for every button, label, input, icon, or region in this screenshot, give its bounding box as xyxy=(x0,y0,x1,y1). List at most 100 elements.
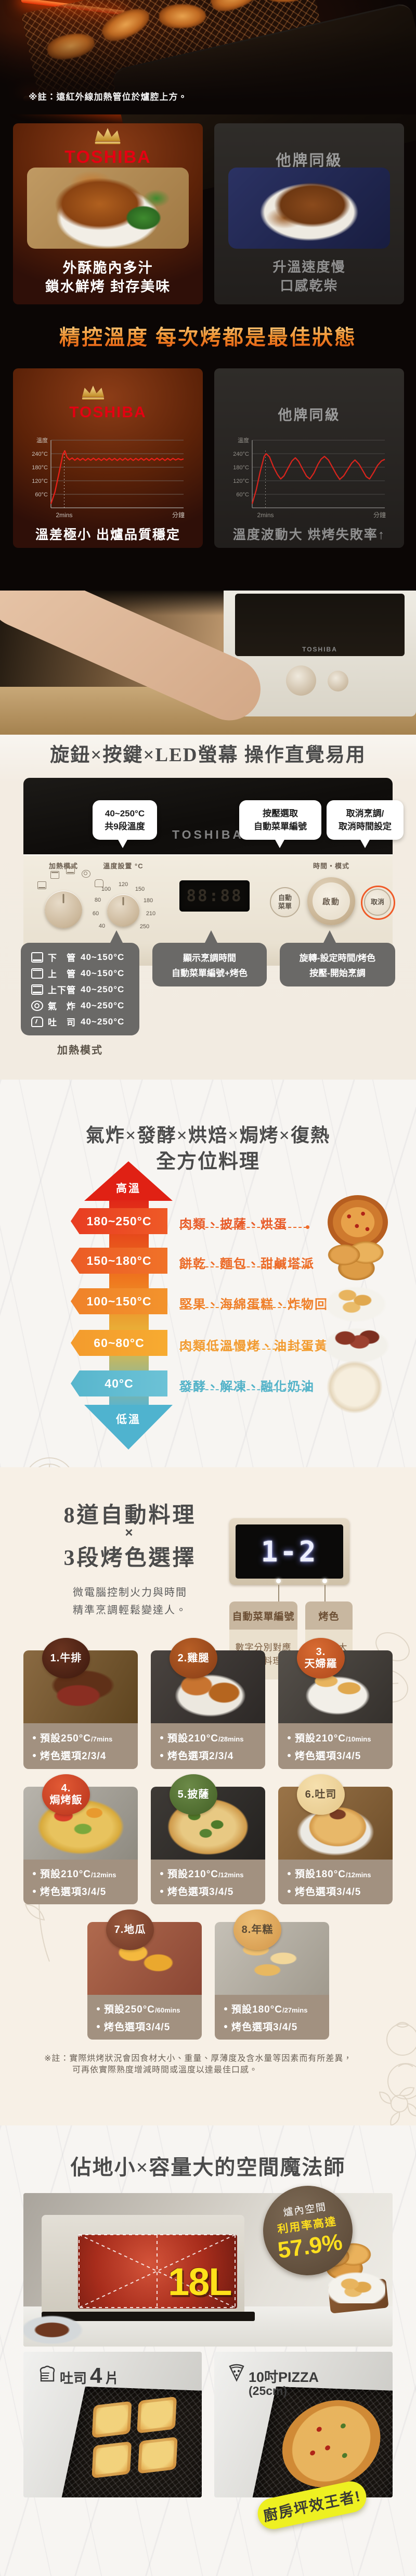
option-row: 烤色選項 3/4/5 xyxy=(224,2019,297,2033)
toast-slice xyxy=(92,2441,132,2479)
preset-row: 預設210°C/12mins xyxy=(160,1866,243,1880)
opt-values: 3/4/5 xyxy=(209,1887,234,1898)
section-auto-menus: 8道自動料理 × 3段烤色選擇 微電腦控制火力與時間 精準烹調輕鬆變達人。 1-… xyxy=(0,1467,416,2126)
oven-18l xyxy=(42,2215,255,2321)
opt-label: 烤色選項 xyxy=(40,1887,82,1898)
temp-desc: 發酵、解凍、融化奶油 xyxy=(179,1380,315,1394)
preset-temp: 預設180°C xyxy=(295,1869,346,1880)
fried-props xyxy=(328,2272,385,2303)
preset-row: 預設250°C/7mins xyxy=(33,1731,112,1745)
preset-temp: 預設210°C xyxy=(167,1869,219,1880)
temp-tick: 80 xyxy=(94,897,101,903)
callout-tail-up xyxy=(110,930,123,944)
opt-label: 烤色選項 xyxy=(231,2022,274,2033)
callout-tail xyxy=(275,839,285,848)
time-mode-knob[interactable]: 啟動 xyxy=(307,877,355,925)
temp-badge: 60~80°C xyxy=(71,1330,167,1356)
crown-icon xyxy=(82,386,105,400)
menu-label: 焗烤飯 xyxy=(49,1795,83,1806)
menu-info-toast: 預設180°C/12mins 烤色選項 3/4/5 xyxy=(278,1860,393,1904)
section-hero-compare: ※註：遠紅外線加熱管位於爐腔上方。 TOSHIBA 外酥脆內多汁 鎖水鮮烤 封存… xyxy=(0,0,416,591)
brand-logo-toshiba: TOSHIBA xyxy=(64,147,151,167)
range-heading-line1: 氣炸×發酵×烘焙×焗烤×復熱 xyxy=(85,1125,331,1146)
heat-modes-box: 下 管 40~150°C 上 管 40~150°C 上下管 40~250°C 氣 炸 4… xyxy=(21,943,139,1035)
callout-line: 自動菜單編號 xyxy=(254,822,307,831)
mode-name: 下 管 xyxy=(48,953,76,963)
temp-set-knob[interactable] xyxy=(107,894,139,927)
opt-label: 烤色選項 xyxy=(40,1751,82,1762)
temp-tick: 120 xyxy=(118,881,128,888)
pizza-word: 10吋PIZZA xyxy=(249,2369,319,2385)
chicken-wing xyxy=(262,0,307,3)
menu-info-rice-cake: 預設180°C/27mins 烤色選項 3/4/5 xyxy=(215,1995,329,2040)
section-space: 佔地小×容量大的空間魔法師 18L 爐內空間 利用率高達 57.9% xyxy=(0,2125,416,2576)
svg-text:120°C: 120°C xyxy=(233,478,249,484)
bottom-tube-icon xyxy=(31,952,43,963)
preset-temp: 預設210°C xyxy=(167,1733,219,1744)
preset-temp: 預設250°C xyxy=(40,1733,92,1744)
leader-line xyxy=(179,1265,309,1268)
svg-text:120°C: 120°C xyxy=(32,478,48,484)
oven-button-in-photo xyxy=(328,671,348,691)
auto-paragraph-1: 微電腦控制火力與時間 xyxy=(73,1587,187,1598)
section-temp-ranges: 氣炸×發酵×烘焙×焗烤×復熱 全方位料理 高溫 低溫 180~250°C 肉類、… xyxy=(0,1080,416,1508)
heat-mode-knob[interactable] xyxy=(45,891,82,928)
toast-unit: 片 xyxy=(105,2370,119,2386)
panel-brand-logo: TOSHIBA xyxy=(172,828,244,841)
option-row: 烤色選項 3/4/5 xyxy=(97,2019,170,2033)
mode-name: 氣 炸 xyxy=(48,1002,76,1011)
hero-note: ※註：遠紅外線加熱管位於爐腔上方。 xyxy=(29,92,188,102)
display-info-box: 顯示烹調時間 自動菜單編號+烤色 xyxy=(152,943,267,986)
pointer-line xyxy=(278,1585,279,1601)
preset-time: /27mins xyxy=(282,2006,308,2014)
menu-label: 8.年糕 xyxy=(241,1924,274,1936)
cancel-highlight-ring xyxy=(361,886,395,920)
cancel-button[interactable]: 取消 xyxy=(364,889,391,916)
option-row: 烤色選項 3/4/5 xyxy=(288,1748,361,1762)
other-flaw-line1: 升溫速度慢 xyxy=(272,259,346,275)
arrow-head-up xyxy=(84,1161,173,1201)
temp-badge: 40°C xyxy=(71,1370,167,1396)
menu-number-pizza: 5.披薩 xyxy=(170,1774,217,1815)
pizza-capacity-label: 10吋PIZZA xyxy=(228,2363,319,2386)
menu-label: 5.披薩 xyxy=(177,1788,210,1800)
menu-number-chicken-leg: 2.雞腿 xyxy=(170,1638,217,1678)
temp-desc: 餅乾、麵包、甜鹹塔派 xyxy=(179,1257,315,1271)
mode-row: 上下管 40~250°C xyxy=(31,981,139,997)
auto-menu-note: ※註：實際烘烤狀況會因食材大小、重量、厚薄度及含水量等因素而有所差異， 可再依實… xyxy=(44,2053,387,2077)
svg-text:180°C: 180°C xyxy=(233,465,249,471)
temp-tick: 210 xyxy=(146,911,156,917)
menu-number-toast: 6.吐司 xyxy=(297,1774,345,1815)
callout-tail-up xyxy=(204,930,218,944)
temp-tick: 150 xyxy=(135,886,145,892)
preset-time: /60mins xyxy=(155,2006,180,2014)
auto-menu-button[interactable]: 自動 菜單 xyxy=(270,887,300,917)
svg-text:240°C: 240°C xyxy=(32,451,48,457)
temp-desc: 肉類、披薩、烘蛋 xyxy=(179,1217,288,1232)
display-info-line: 顯示烹調時間 xyxy=(183,953,236,963)
mode-name: 上 管 xyxy=(48,969,76,979)
menu-label: 6.吐司 xyxy=(305,1788,337,1800)
temp-desc: 堅果、海綿蛋糕、炸物回烤 xyxy=(179,1298,342,1312)
mode-name: 吐 司 xyxy=(48,1018,76,1028)
time-mode-knob-label: 時間・模式 xyxy=(313,862,349,870)
mode-icon-both-tubes xyxy=(66,866,75,874)
mode-row: 氣 炸 40~250°C xyxy=(31,997,139,1014)
menu-label: 7.地瓜 xyxy=(114,1924,146,1936)
mode-icon-air-fry xyxy=(82,870,90,878)
opt-label: 烤色選項 xyxy=(295,1751,337,1762)
low-temp-label: 低溫 xyxy=(116,1414,141,1426)
roast-beef-photo xyxy=(320,1318,391,1366)
auto-paragraph-2: 精準烹調輕鬆變達人。 xyxy=(73,1605,187,1616)
preset-row: 預設210°C/12mins xyxy=(33,1866,116,1880)
both-tubes-icon xyxy=(31,984,43,995)
start-button[interactable]: 啟動 xyxy=(313,882,350,920)
note-line1: ※註：實際烘烤狀況會因食材大小、重量、厚薄度及含水量等因素而有所差異， xyxy=(44,2054,353,2063)
croissant-photo xyxy=(323,1236,392,1284)
steak-plate-prop xyxy=(23,2312,91,2347)
menu-number-rice-cake: 8.年糕 xyxy=(233,1909,281,1950)
temp-knob-label: 溫度設置 °C xyxy=(103,862,144,870)
temp-badge: 180~250°C xyxy=(71,1208,167,1234)
leader-line xyxy=(179,1225,309,1229)
